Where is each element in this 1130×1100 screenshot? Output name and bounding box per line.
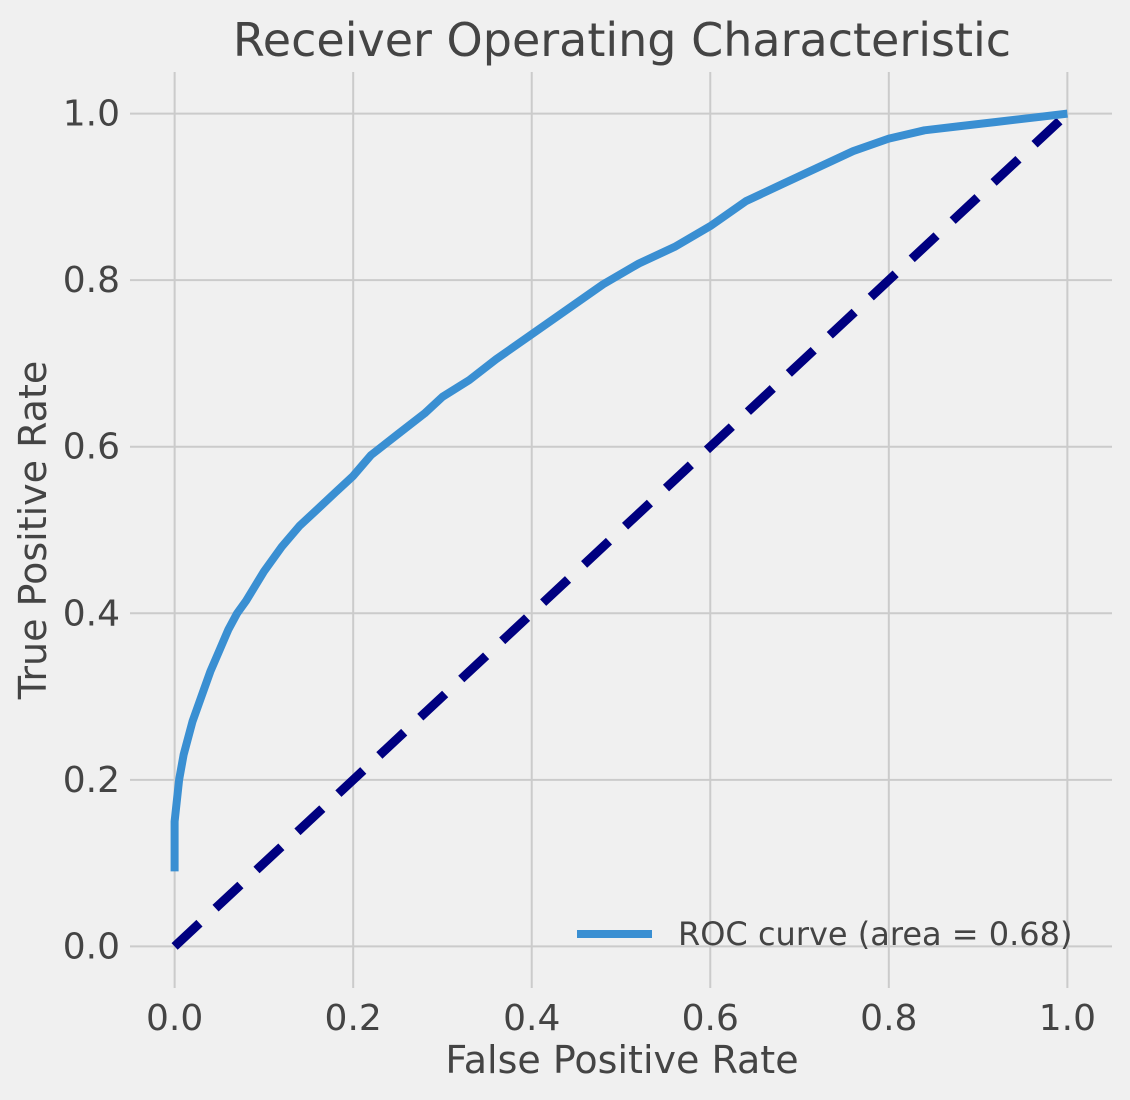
legend-label-roc-curve: ROC curve (area = 0.68) [678,915,1073,953]
y-tick-label: 0.2 [63,760,120,801]
roc-curve-line [170,109,1068,872]
legend: ROC curve (area = 0.68) [577,915,1073,953]
x-tick-label: 0.0 [146,998,203,1039]
x-tick-label: 1.0 [1039,998,1096,1039]
chance-diagonal-line [171,110,1071,950]
x-tick-label: 0.4 [503,998,560,1039]
y-axis-title: True Positive Rate [11,361,55,701]
tick-labels: 0.0 0.2 0.4 0.6 0.8 1.0 0.0 0.2 0.4 0.6 0.8 1.0 [63,94,1096,1039]
x-tick-label: 0.8 [860,998,917,1039]
grid [130,72,1112,988]
x-tick-label: 0.6 [682,998,739,1039]
y-tick-label: 0.8 [63,260,120,301]
y-tick-label: 0.4 [63,593,120,634]
y-tick-label: 0.0 [63,926,120,967]
x-axis-title: False Positive Rate [445,1038,798,1082]
x-tick-label: 0.2 [325,998,382,1039]
series-layer [170,109,1071,950]
chart-title: Receiver Operating Characteristic [233,13,1011,67]
y-tick-label: 1.0 [63,94,120,135]
y-tick-label: 0.6 [63,427,120,468]
